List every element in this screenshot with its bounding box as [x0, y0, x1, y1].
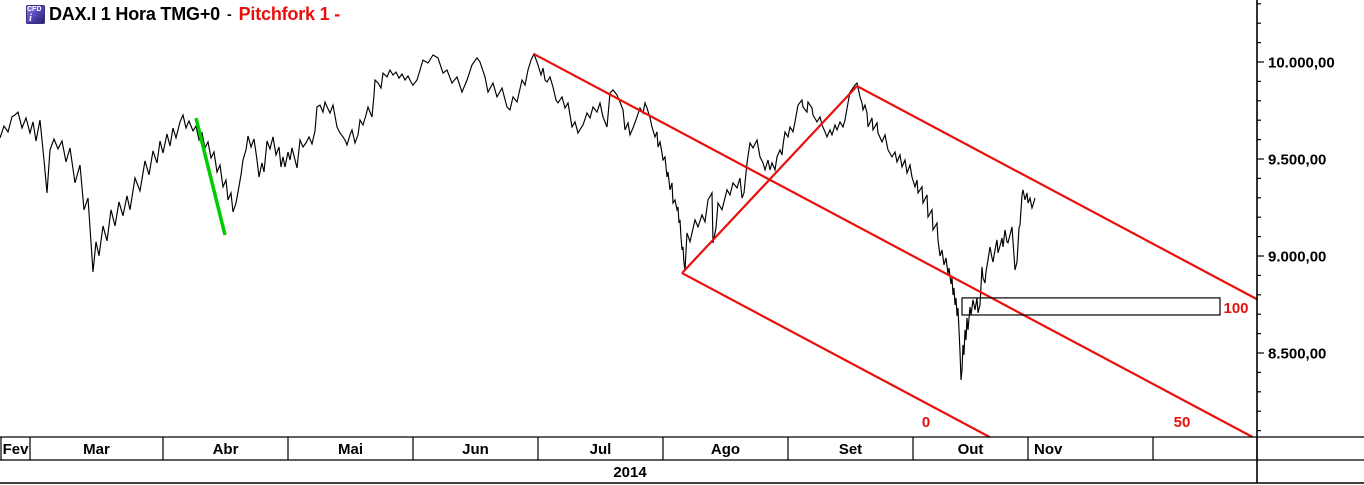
drawings-layer[interactable]: 0 50 100: [194, 53, 1258, 438]
trendline-segment[interactable]: [194, 117, 227, 236]
price-series-layer[interactable]: [0, 52, 1036, 381]
month-label: Set: [839, 441, 862, 458]
chart-title[interactable]: DAX.I 1 Hora TMG+0: [49, 3, 220, 24]
month-label: Nov: [1034, 441, 1063, 458]
cfd-icon-text: CFD: [27, 5, 42, 13]
pitchfork-level-label: 100: [1223, 300, 1248, 317]
month-label: Abr: [213, 441, 239, 458]
pitchfork-handle[interactable]: [681, 85, 858, 274]
month-label: Fev: [3, 441, 30, 458]
y-axis-tick-label: 9.500,00: [1268, 152, 1326, 169]
month-label: Out: [958, 441, 984, 458]
y-axis-tick-label: 8.500,00: [1268, 346, 1326, 363]
pitchfork-level-label: 0: [922, 414, 930, 431]
y-axis-tick-label: 9.000,00: [1268, 249, 1326, 266]
chart-titlebar: CFD i DAX.I 1 Hora TMG+0 - Pitchfork 1 -: [26, 3, 340, 25]
y-axis-tick-label: 10.000,00: [1268, 55, 1335, 72]
pitchfork-overlay-label[interactable]: Pitchfork 1 -: [238, 3, 341, 24]
pitchfork-level-label: 50: [1174, 414, 1191, 431]
month-label: Jul: [590, 441, 612, 458]
year-label: 2014: [613, 464, 647, 481]
month-label: Ago: [711, 441, 740, 458]
title-menu-dash[interactable]: -: [226, 6, 232, 22]
info-icon: i: [29, 11, 33, 24]
month-label: Jun: [462, 441, 489, 458]
pitchfork-lower-prong[interactable]: [681, 272, 991, 438]
instrument-type-icon: CFD i: [26, 4, 45, 24]
month-label: Mar: [83, 441, 110, 458]
price-line[interactable]: [0, 52, 1036, 381]
pitchfork-upper-prong[interactable]: [856, 85, 1258, 301]
pitchfork-median-line[interactable]: [533, 53, 1254, 438]
range-box[interactable]: [961, 297, 1221, 316]
month-label: Mai: [338, 441, 363, 458]
